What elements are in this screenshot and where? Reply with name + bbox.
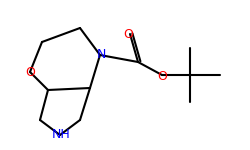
Text: N: N [96, 48, 106, 62]
Text: NH: NH [52, 129, 70, 141]
Text: O: O [25, 66, 35, 78]
Text: O: O [123, 27, 133, 40]
Text: O: O [157, 70, 167, 84]
